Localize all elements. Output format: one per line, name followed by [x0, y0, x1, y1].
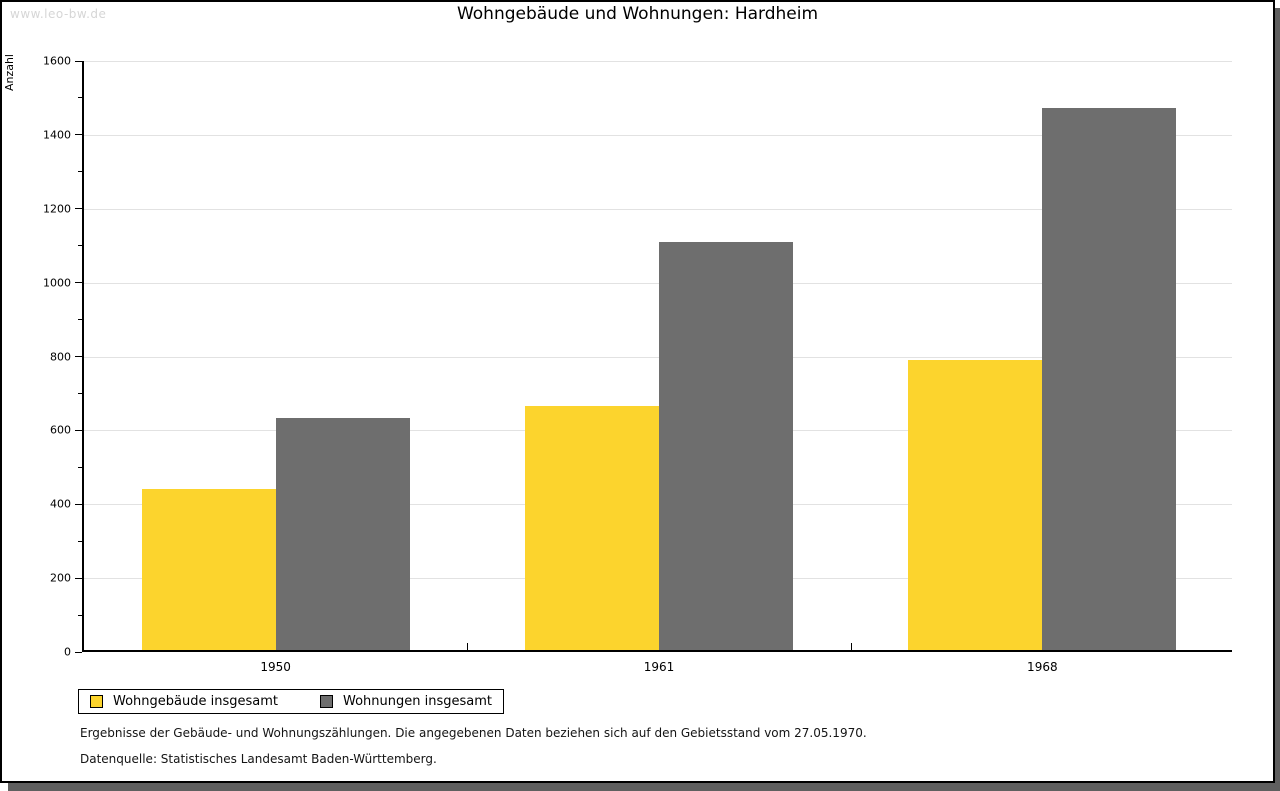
footnote-data-source: Datenquelle: Statistisches Landesamt Bad…	[80, 752, 437, 766]
y-axis-tick-label-1200: 1200	[43, 202, 71, 216]
y-axis-tick-label-600: 600	[50, 423, 71, 437]
y-axis-tick-600	[75, 429, 82, 431]
gridline-1600	[84, 61, 1232, 62]
legend-item-wohnungen-insgesamt: Wohnungen insgesamt	[320, 694, 492, 709]
bar-wohnungen-insgesamt-1961	[659, 241, 793, 650]
y-axis-minor-tick-900	[78, 319, 82, 321]
bar-wohngebaeude-insgesamt-1961	[525, 406, 659, 650]
bar-wohngebaeude-insgesamt-1950	[141, 488, 276, 650]
x-axis-label-1950: 1950	[260, 660, 291, 674]
x-axis-tick-2	[850, 643, 852, 650]
bar-wohnungen-insgesamt-1950	[275, 418, 410, 650]
y-axis-tick-label-200: 200	[50, 571, 71, 585]
legend-swatch-wohnungen-insgesamt	[320, 695, 333, 708]
bar-wohngebaeude-insgesamt-1968	[908, 360, 1043, 650]
gridline-1200	[84, 208, 1232, 210]
gridline-1400	[84, 134, 1232, 136]
x-axis-tick-1	[467, 643, 469, 650]
legend: Wohngebäude insgesamt Wohnungen insgesamt	[78, 689, 504, 714]
y-axis-tick-1400	[75, 134, 82, 136]
y-axis-tick-400	[75, 503, 82, 505]
y-axis-tick-0	[75, 651, 82, 653]
x-axis-label-1961: 1961	[643, 660, 675, 674]
chart-title: Wohngebäude und Wohnungen: Hardheim	[456, 4, 819, 24]
y-axis-minor-tick-1100	[78, 245, 82, 247]
legend-label-wohnungen-insgesamt: Wohnungen insgesamt	[343, 694, 492, 709]
y-axis-tick-label-0: 0	[64, 645, 71, 659]
y-axis-tick-200	[75, 577, 82, 579]
footnote-source-note: Ergebnisse der Gebäude- und Wohnungszähl…	[80, 726, 867, 740]
bar-wohnungen-insgesamt-1968	[1042, 108, 1177, 650]
y-axis-tick-label-800: 800	[50, 350, 71, 363]
y-axis-title: Anzahl	[3, 54, 16, 92]
legend-swatch-wohngebaeude-insgesamt	[90, 695, 103, 708]
y-axis-tick-label-1600: 1600	[43, 54, 71, 68]
y-axis-tick-800	[75, 356, 82, 357]
watermark: www.leo-bw.de	[10, 7, 107, 21]
y-axis-minor-tick-500	[78, 466, 82, 468]
plot-area: 0 200 400 600 800 1000 1200 1400 1600 1950 1961 196…	[43, 55, 1232, 674]
y-axis-tick-1600	[75, 60, 82, 62]
y-axis-minor-tick-1300	[78, 171, 82, 173]
x-axis-label-1968: 1968	[1027, 660, 1058, 674]
y-axis-minor-tick-300	[78, 540, 82, 542]
gridline-800	[84, 356, 1232, 358]
y-axis-minor-tick-100	[78, 614, 82, 616]
y-axis-tick-label-400: 400	[50, 497, 71, 511]
y-axis-tick-1200	[75, 208, 82, 210]
legend-label-wohngebaeude-insgesamt: Wohngebäude insgesamt	[113, 694, 278, 709]
legend-item-wohngebaeude-insgesamt: Wohngebäude insgesamt	[90, 694, 278, 709]
gridline-1000	[84, 282, 1232, 284]
y-axis-minor-tick-700	[78, 392, 82, 394]
y-axis-minor-tick-1500	[78, 97, 82, 99]
y-axis-tick-label-1000: 1000	[43, 276, 71, 290]
y-axis-tick-label-1400: 1400	[43, 128, 71, 142]
y-axis-tick-1000	[75, 282, 82, 284]
